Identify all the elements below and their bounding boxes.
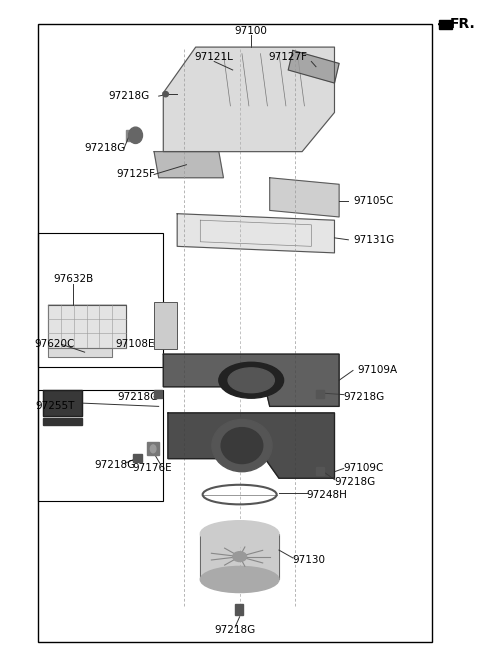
Bar [154, 390, 162, 398]
Polygon shape [439, 20, 453, 29]
Bar [200, 534, 279, 579]
Bar [316, 467, 324, 475]
Polygon shape [163, 354, 339, 406]
Text: 97218G: 97218G [94, 460, 135, 470]
Text: 97125F: 97125F [116, 169, 155, 180]
Polygon shape [43, 390, 83, 416]
Bar [133, 454, 142, 462]
Text: 97121L: 97121L [195, 52, 234, 62]
Ellipse shape [221, 428, 263, 464]
Text: 97218G: 97218G [215, 625, 256, 635]
Ellipse shape [200, 566, 279, 592]
Bar [126, 130, 133, 140]
Text: 97127F: 97127F [269, 52, 308, 62]
Text: 97632B: 97632B [53, 274, 93, 284]
Text: 97105C: 97105C [353, 195, 394, 205]
Ellipse shape [200, 521, 279, 547]
Ellipse shape [212, 419, 272, 472]
Bar [38, 234, 163, 367]
Text: 97109A: 97109A [358, 365, 398, 375]
Polygon shape [270, 178, 339, 217]
Text: 97218G: 97218G [108, 91, 149, 101]
Bar [147, 442, 159, 455]
Text: 97109C: 97109C [344, 463, 384, 474]
Text: 97100: 97100 [235, 26, 268, 36]
Ellipse shape [129, 127, 143, 144]
Text: 97255T: 97255T [35, 401, 74, 411]
Bar [38, 390, 163, 501]
Text: 97108E: 97108E [116, 339, 156, 350]
Polygon shape [48, 348, 112, 358]
Text: 97176E: 97176E [132, 463, 171, 474]
Polygon shape [48, 305, 126, 348]
Ellipse shape [150, 445, 156, 453]
Text: 97218G: 97218G [85, 144, 126, 154]
Bar [38, 24, 432, 642]
Text: 97218G: 97218G [344, 392, 385, 401]
Text: 97130: 97130 [293, 555, 326, 565]
Text: 97248H: 97248H [307, 489, 348, 500]
Bar [154, 302, 177, 349]
Polygon shape [168, 413, 335, 478]
Ellipse shape [233, 552, 247, 562]
Polygon shape [154, 152, 224, 178]
Ellipse shape [228, 368, 275, 393]
Polygon shape [177, 214, 335, 253]
Ellipse shape [219, 362, 284, 398]
Polygon shape [163, 47, 335, 152]
Text: 97218G: 97218G [335, 476, 376, 487]
Bar [235, 604, 243, 615]
Text: FR.: FR. [450, 17, 476, 31]
Ellipse shape [163, 92, 168, 96]
Polygon shape [43, 418, 83, 424]
Polygon shape [288, 51, 339, 83]
Text: 97620C: 97620C [35, 339, 75, 350]
Text: 97131G: 97131G [353, 235, 394, 245]
Bar [316, 390, 324, 398]
Text: 97218G: 97218G [117, 392, 158, 401]
